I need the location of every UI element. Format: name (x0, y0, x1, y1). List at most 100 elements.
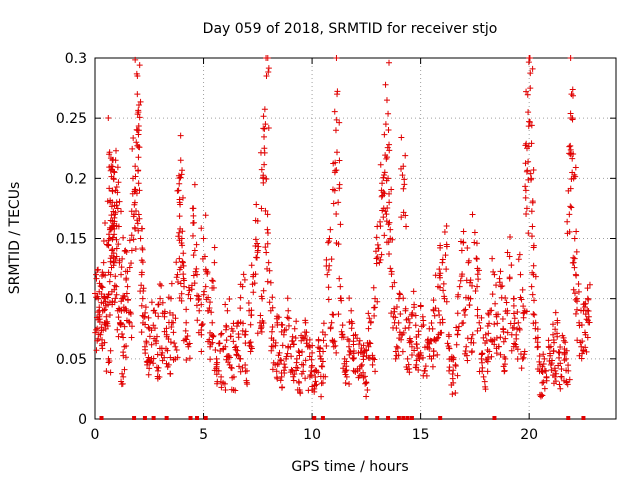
data-point-7 (100, 259, 107, 266)
data-point-dense-717 (326, 262, 333, 269)
data-point-dense-511 (244, 381, 251, 388)
data-point-dense-99 (107, 197, 114, 204)
data-point-dense-535 (253, 254, 260, 261)
data-point-dense-1301 (557, 385, 564, 392)
data-point-dense-866 (386, 141, 393, 148)
data-point-dense-803 (360, 369, 367, 376)
data-point-dense-954 (413, 341, 420, 348)
axis-ticks (94, 57, 616, 420)
data-point-240 (522, 187, 529, 194)
data-point-dense-549 (260, 319, 267, 326)
data-point-dense-224 (134, 111, 141, 118)
data-point-dense-1158 (504, 329, 511, 336)
data-point-dense-929 (406, 365, 413, 372)
data-point-dense-1223 (529, 65, 536, 72)
data-point-dense-531 (254, 218, 261, 225)
data-point-dense-208 (132, 245, 139, 252)
data-point-dense-1034 (448, 382, 455, 389)
data-point-79 (194, 271, 201, 278)
data-point-dense-1019 (443, 266, 450, 273)
data-point-dense-1357 (575, 281, 582, 288)
data-point-168 (376, 259, 383, 266)
data-point-dense-238 (135, 167, 142, 174)
data-point-dense-1032 (452, 389, 459, 396)
data-point-dense-310 (163, 325, 170, 332)
data-point-dense-350 (177, 132, 184, 139)
data-point-dense-243 (136, 215, 143, 222)
data-point-dense-1344 (570, 151, 577, 158)
data-point-dense-189 (123, 276, 130, 283)
data-point-dense-542 (257, 325, 264, 332)
data-point-dense-777 (346, 295, 353, 302)
data-point-dense-979 (425, 339, 432, 346)
data-point-dense-1154 (501, 353, 508, 360)
data-point-dense-632 (288, 366, 295, 373)
data-point-dense-192 (127, 309, 134, 316)
data-point-dense-429 (207, 340, 214, 347)
data-point-dense-915 (402, 212, 409, 219)
data-point-dense-1152 (501, 368, 508, 375)
data-point-dense-580 (269, 294, 276, 301)
data-point-dense-827 (369, 361, 376, 368)
data-point-dense-1330 (566, 150, 573, 157)
data-point-dense-289 (153, 338, 160, 345)
data-point-dense-935 (408, 351, 415, 358)
data-point-dense-318 (167, 370, 174, 377)
data-point-dense-415 (203, 268, 210, 275)
data-point-dense-918 (403, 223, 410, 230)
zero-point-5 (188, 416, 193, 420)
data-point-dense-247 (139, 259, 146, 266)
data-point-dense-854 (381, 232, 388, 239)
data-point-dense-275 (146, 365, 153, 372)
zero-point-7 (203, 416, 208, 420)
data-point-dense-1090 (474, 312, 481, 319)
data-point-dense-65 (106, 149, 113, 156)
data-point-dense-453 (218, 330, 225, 337)
data-point-dense-1196 (523, 308, 530, 315)
data-point-dense-169 (118, 381, 125, 388)
data-point-dense-1298 (555, 354, 562, 361)
x-tick-label-2: 10 (303, 427, 321, 443)
data-point-dense-1383 (582, 300, 589, 307)
data-point-dense-920 (400, 295, 407, 302)
data-point-dense-551 (258, 166, 265, 173)
data-point-dense-649 (294, 386, 301, 393)
data-point-dense-1012 (440, 280, 447, 287)
zero-point-4 (164, 416, 169, 420)
data-point-dense-547 (258, 293, 265, 300)
data-point-dense-1232 (529, 198, 536, 205)
data-point-dense-984 (429, 363, 436, 370)
data-point-dense-643 (293, 359, 300, 366)
data-point-dense-331 (171, 340, 178, 347)
data-point-dense-752 (335, 311, 342, 318)
data-point-dense-349 (175, 172, 182, 179)
data-point-dense-677 (309, 362, 316, 369)
zero-point-10 (364, 416, 369, 420)
data-point-dense-622 (284, 295, 291, 302)
data-point-dense-1384 (586, 281, 593, 288)
data-point-dense-1178 (511, 340, 518, 347)
data-point-dense-1177 (514, 346, 521, 353)
data-point-dense-910 (398, 165, 405, 172)
data-point-dense-553 (260, 179, 267, 186)
data-point-dense-1381 (585, 296, 592, 303)
data-point-dense-1224 (528, 122, 535, 129)
data-point-85 (207, 343, 214, 350)
data-point-dense-734 (329, 186, 336, 193)
data-point-dense-1226 (527, 170, 534, 177)
data-point-dense-1225 (530, 167, 537, 174)
data-point-dense-819 (363, 352, 370, 359)
data-point-dense-786 (354, 335, 361, 342)
data-point-183 (401, 181, 408, 188)
data-point-dense-1005 (440, 287, 447, 294)
data-point-48 (137, 235, 144, 242)
data-point-dense-1348 (573, 228, 580, 235)
data-point-dense-501 (240, 271, 247, 278)
zero-point-1 (132, 416, 137, 420)
data-point-246 (529, 223, 536, 230)
data-point-dense-206 (132, 225, 139, 232)
data-point-dense-692 (315, 344, 322, 351)
data-point-dense-1380 (584, 285, 591, 292)
data-point-dense-1214 (524, 167, 531, 174)
data-point-dense-15 (94, 325, 101, 332)
